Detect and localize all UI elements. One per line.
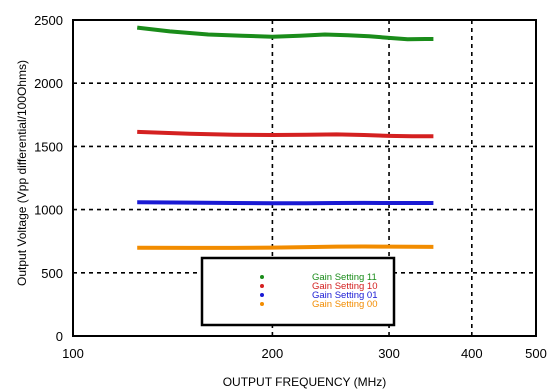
y-tick-label: 500 xyxy=(41,266,63,281)
legend-marker xyxy=(260,275,264,279)
series-line-0 xyxy=(136,25,434,42)
x-tick-label: 300 xyxy=(378,346,400,361)
x-axis-title: OUTPUT FREQUENCY (MHz) xyxy=(223,375,387,389)
legend-marker xyxy=(260,284,264,288)
y-tick-label: 2000 xyxy=(34,76,63,91)
x-tick-label: 400 xyxy=(461,346,483,361)
grid-lines xyxy=(73,20,536,336)
series-line-1 xyxy=(137,129,434,139)
series-line-3 xyxy=(137,244,434,250)
legend-marker xyxy=(260,293,264,297)
legend-label: Gain Setting 01 xyxy=(312,290,378,301)
plot-area-frame xyxy=(72,19,537,337)
legend-label: Gain Setting 10 xyxy=(312,281,378,292)
legend-box xyxy=(200,256,396,327)
y-tick-label: 1500 xyxy=(34,139,63,154)
legend-label: Gain Setting 00 xyxy=(312,299,378,310)
y-tick-label: 0 xyxy=(56,329,63,344)
legend-marker xyxy=(260,302,264,306)
legend-label: Gain Setting 11 xyxy=(312,272,377,283)
x-tick-label: 500 xyxy=(525,346,547,361)
y-tick-label: 1000 xyxy=(34,203,63,218)
series-lines xyxy=(136,25,434,250)
series-line-2 xyxy=(137,200,434,206)
axis-ticks: 100 200 300 400 500 0 500 1000 1500 2000 2500 xyxy=(34,13,547,361)
y-tick-label: 2500 xyxy=(34,13,63,28)
y-axis-title: Output Voltage (Vpp differential/100Ohms… xyxy=(15,60,29,286)
x-tick-label: 100 xyxy=(62,346,84,361)
x-tick-label: 200 xyxy=(262,346,284,361)
